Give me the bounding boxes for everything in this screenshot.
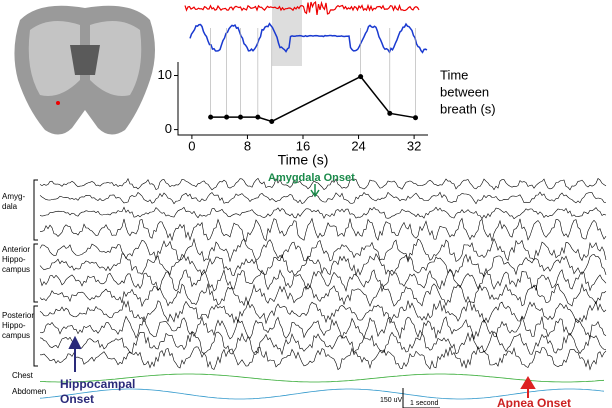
- amygdala-arrow: [310, 184, 320, 198]
- y-axis-label: breath (s): [440, 101, 496, 116]
- eeg-trace: [40, 217, 607, 243]
- x-tick-label: 32: [407, 138, 421, 153]
- apnea-shade: [272, 0, 302, 66]
- eeg-trace: [39, 237, 607, 263]
- scale-voltage: 150 uV: [380, 397, 403, 404]
- y-tick-label: 10: [158, 67, 172, 82]
- brain-image: [5, 0, 165, 150]
- eeg-trace: [40, 345, 607, 371]
- point: [255, 114, 261, 120]
- eeg-trace: [39, 283, 607, 308]
- point: [358, 74, 364, 80]
- point: [238, 114, 243, 120]
- eeg-trace: [39, 206, 607, 220]
- point: [413, 115, 418, 121]
- group-label: Hippo-: [2, 255, 26, 264]
- group-label: Hippo-: [2, 321, 26, 330]
- chest-trace: [39, 373, 605, 383]
- group-label: Amyg-: [2, 192, 25, 201]
- line: [210, 75, 416, 123]
- point: [387, 110, 393, 116]
- y-axis-label: Time: [440, 67, 468, 82]
- amygdala-onset: Amygdala Onset: [268, 172, 355, 184]
- scale-time: 1 second: [410, 400, 439, 407]
- abdomen-trace: [39, 388, 605, 400]
- point: [224, 114, 230, 120]
- eeg-trace: [39, 300, 607, 325]
- chest-label: Chest: [12, 371, 34, 380]
- point: [269, 118, 275, 124]
- eeg-trace: [39, 330, 607, 356]
- hippocampal-onset: Hippocampal: [60, 377, 135, 391]
- x-tick-label: 16: [296, 138, 310, 153]
- blue-trace: [189, 22, 428, 54]
- y-tick-label: 0: [165, 121, 172, 136]
- group-brackets: [33, 179, 38, 367]
- eeg-trace: [39, 315, 607, 341]
- apnea-arrow: [520, 376, 536, 398]
- group-label: dala: [2, 202, 18, 211]
- hippocampal-arrow: [68, 335, 82, 372]
- group-label: Posterior: [2, 311, 34, 320]
- group-label: campus: [2, 265, 30, 274]
- red-trace: [184, 0, 420, 15]
- y-axis-label: between: [440, 84, 489, 99]
- x-axis-label: Time (s): [278, 152, 329, 168]
- eeg-trace: [39, 253, 607, 278]
- point: [208, 114, 214, 120]
- hippocampal-onset: Onset: [60, 392, 94, 406]
- eeg-trace: [39, 267, 607, 293]
- apnea-onset: Apnea Onset: [497, 396, 571, 408]
- group-label: Anterior: [2, 245, 30, 254]
- eeg-trace: [39, 177, 607, 191]
- axes: [177, 62, 428, 136]
- x-tick-label: 0: [188, 138, 195, 153]
- scale-bar: [402, 388, 440, 408]
- x-tick-label: 24: [351, 138, 365, 153]
- x-tick-label: 8: [244, 138, 251, 153]
- eeg-trace: [39, 191, 607, 205]
- group-label: campus: [2, 331, 30, 340]
- abdomen-label: Abdomen: [12, 387, 46, 396]
